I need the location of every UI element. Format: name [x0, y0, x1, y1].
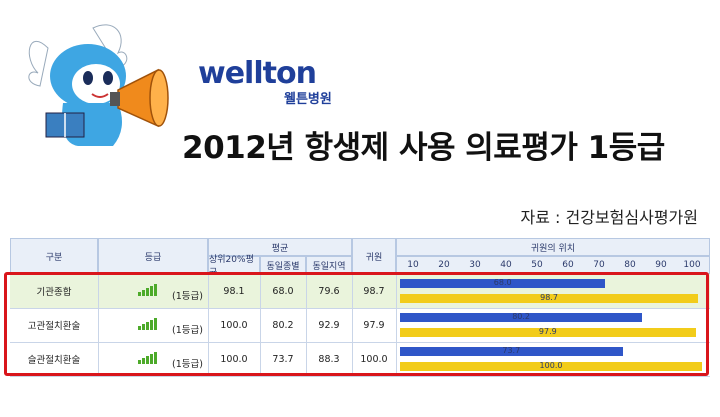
signal-icon: [138, 352, 157, 364]
scale-tick-label: 90: [655, 260, 667, 270]
row2-same-type: 80.2: [272, 319, 294, 331]
row1-same-type: 68.0: [272, 285, 294, 297]
evaluation-table: 구분 등급 평균 상위20%평균 동일종별 동일지역 귀원 귀원의 위치 10 2…: [10, 238, 710, 408]
row2-grade: (1등급): [172, 325, 203, 336]
header-position: 귀원의 위치: [396, 238, 710, 256]
row1-grade: (1등급): [172, 291, 203, 302]
position-bar-label: 68.0: [493, 278, 512, 287]
position-bar-label: 100.0: [539, 361, 563, 370]
row3-hospital: 100.0: [360, 353, 388, 365]
scale-tick-label: 70: [593, 260, 605, 270]
position-bar: [400, 328, 696, 337]
scale-tick-label: 40: [500, 260, 512, 270]
row1-same-region: 79.6: [318, 285, 340, 297]
header-grade: 등급: [98, 238, 208, 274]
scale-tick-label: 20: [438, 260, 450, 270]
position-bar: [400, 294, 699, 303]
scale-tick-label: 60: [562, 260, 574, 270]
position-bar: [400, 347, 623, 356]
position-bar-label: 98.7: [540, 293, 558, 302]
headline: 2012년 항생제 사용 의료평가 1등급: [182, 130, 665, 166]
position-bar: [400, 362, 702, 371]
row3-top20: 100.0: [220, 353, 248, 365]
header-hospital: 귀원: [352, 238, 396, 274]
logo-english: wellton: [198, 56, 317, 91]
source-text: 자료 : 건강보험심사평가원: [520, 208, 698, 227]
row2-category: 고관절치환술: [27, 321, 81, 332]
header-category: 구분: [10, 238, 98, 274]
scale-tick-label: 10: [407, 260, 419, 270]
row3-grade: (1등급): [172, 359, 203, 370]
highlight-box: [4, 272, 709, 376]
position-bar-label: 97.9: [538, 327, 557, 336]
position-bar: [400, 279, 606, 288]
row3-same-type: 73.7: [272, 353, 294, 365]
row1-category: 기관종합: [36, 287, 72, 298]
row2-hospital: 97.9: [363, 319, 385, 331]
header-average: 평균: [208, 238, 352, 256]
logo-korean: 웰튼병원: [284, 92, 332, 107]
scale-tick-label: 30: [469, 260, 481, 270]
row1-top20: 98.1: [223, 285, 245, 297]
row1-hospital: 98.7: [363, 285, 385, 297]
hospital-logo: wellton 웰튼병원: [198, 58, 348, 108]
row3-same-region: 88.3: [318, 353, 340, 365]
scale-tick-label: 100: [683, 260, 701, 270]
position-bar-label: 80.2: [512, 312, 530, 321]
row3-category: 슬관절치환술: [27, 355, 81, 366]
position-bar: [400, 313, 643, 322]
scale-tick-label: 50: [531, 260, 543, 270]
signal-icon: [138, 318, 157, 330]
row2-same-region: 92.9: [318, 319, 340, 331]
mascot-illustration: [28, 24, 169, 146]
position-bar-label: 73.7: [502, 346, 521, 355]
scale-tick-label: 80: [624, 260, 636, 270]
signal-icon: [138, 284, 157, 296]
row2-top20: 100.0: [220, 319, 248, 331]
